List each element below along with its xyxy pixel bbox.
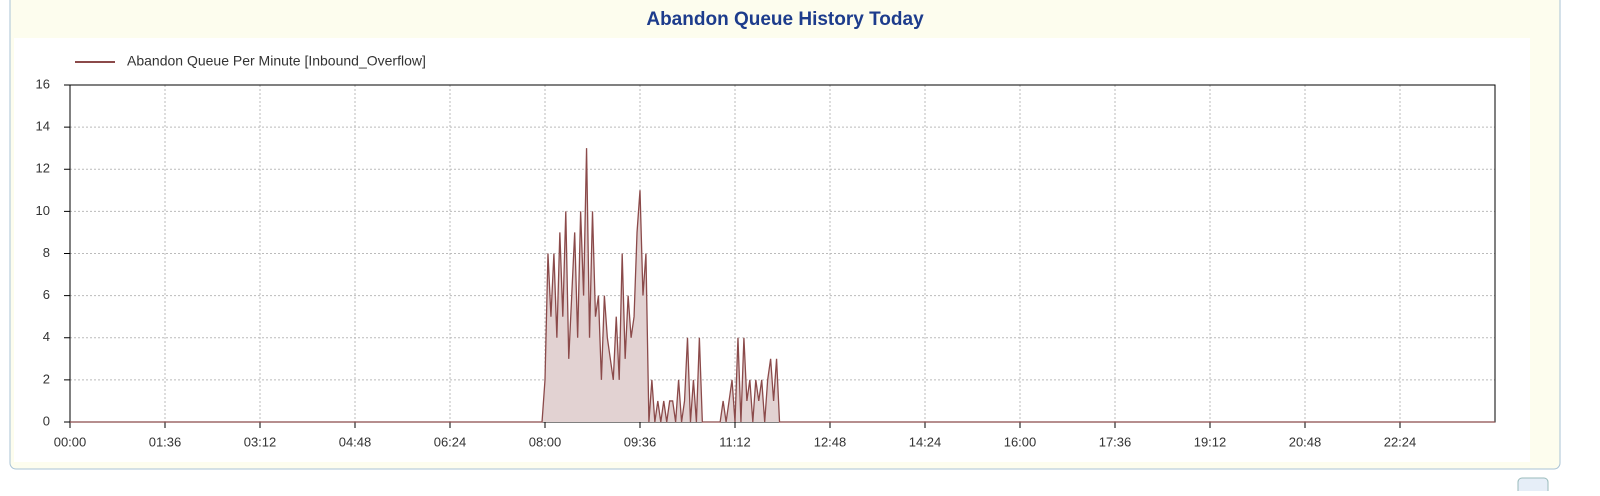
x-tick-label: 12:48 <box>814 434 847 449</box>
y-tick-label: 8 <box>43 245 50 260</box>
y-tick-label: 4 <box>43 329 50 344</box>
x-tick-label: 08:00 <box>529 434 562 449</box>
y-tick-label: 2 <box>43 371 50 386</box>
x-tick-label: 16:00 <box>1004 434 1037 449</box>
x-tick-label: 20:48 <box>1289 434 1322 449</box>
x-tick-label: 17:36 <box>1099 434 1132 449</box>
y-tick-label: 14 <box>36 119 50 134</box>
x-tick-label: 14:24 <box>909 434 942 449</box>
x-tick-label: 22:24 <box>1384 434 1417 449</box>
x-tick-label: 09:36 <box>624 434 657 449</box>
y-tick-label: 10 <box>36 203 50 218</box>
y-tick-label: 12 <box>36 161 50 176</box>
x-tick-label: 06:24 <box>434 434 467 449</box>
x-tick-label: 11:12 <box>719 434 751 449</box>
x-tick-label: 04:48 <box>339 434 372 449</box>
scroll-button[interactable] <box>1517 477 1549 496</box>
line <box>70 148 1495 423</box>
y-tick-label: 6 <box>43 287 50 302</box>
x-tick-label: 03:12 <box>244 434 277 449</box>
chart-title: Abandon Queue History Today <box>646 9 924 30</box>
x-tick-label: 00:00 <box>54 434 87 449</box>
x-tick-label: 01:36 <box>149 434 182 449</box>
legend-label: Abandon Queue Per Minute [Inbound_Overfl… <box>127 53 426 69</box>
y-tick-label: 0 <box>43 413 50 428</box>
x-tick-label: 19:12 <box>1194 434 1227 449</box>
y-tick-label: 16 <box>36 76 50 91</box>
